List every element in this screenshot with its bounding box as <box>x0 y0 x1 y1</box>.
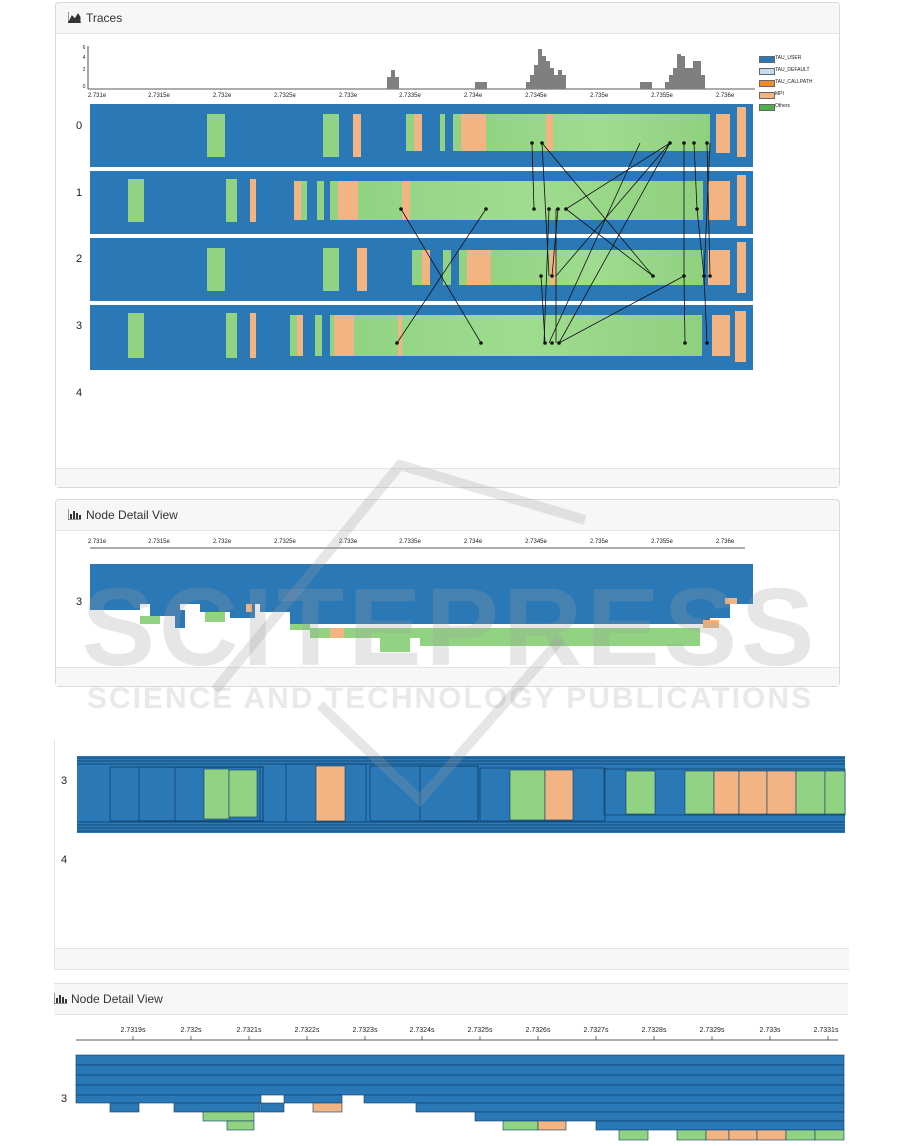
axis-tick: 2.736e <box>715 539 735 545</box>
hist-ytick-2: 2 <box>82 67 86 73</box>
axis-tick: 2.7331s <box>813 1027 839 1034</box>
node-detail-title: Node Detail View <box>86 508 178 522</box>
row-label-1: 1 <box>76 187 83 199</box>
row-label-2: 2 <box>76 253 83 265</box>
axis-tick: 2.7321s <box>236 1027 262 1034</box>
bar-chart-icon <box>54 993 67 1004</box>
axis-tick: 2.7325e <box>274 539 296 545</box>
axis-tick: 2.732e <box>212 539 232 545</box>
axis-tick: 2.731e <box>87 539 107 545</box>
trace-lane-2[interactable] <box>90 238 753 301</box>
legend-label: TAU_USER <box>775 55 802 61</box>
area-chart-icon <box>68 12 81 23</box>
axis-tick: 2.7319s <box>120 1027 146 1034</box>
axis-tick: 2.7315e <box>148 93 170 99</box>
hist-ytick-6: 6 <box>82 45 86 51</box>
axis-tick: 2.7355e <box>651 539 673 545</box>
histogram-bars <box>387 49 705 89</box>
zoomed-row-label-4: 4 <box>61 854 68 866</box>
axis-tick: 2.7322s <box>294 1027 320 1034</box>
axis-tick: 2.735e <box>589 93 609 99</box>
axis-tick: 2.7325e <box>274 93 296 99</box>
zoomed-node-detail-header: Node Detail View <box>54 983 848 1015</box>
zoomed-node-detail-title: Node Detail View <box>71 992 163 1006</box>
legend-label: TAU_CALLPATH <box>775 79 813 85</box>
axis-tick: 2.7345e <box>525 93 547 99</box>
zoomed-traces-panel <box>54 740 849 970</box>
axis-tick: 2.7345e <box>525 539 547 545</box>
axis-tick: 2.7323s <box>352 1027 378 1034</box>
axis-tick: 2.735e <box>589 539 609 545</box>
traces-panel-footer <box>56 468 839 487</box>
axis-tick: 2.7315e <box>148 539 170 545</box>
axis-tick: 2.7335e <box>399 539 421 545</box>
axis-tick: 2.7328s <box>641 1027 667 1034</box>
zoomed-traces-footer <box>55 948 849 970</box>
legend-label: MPI <box>775 91 784 97</box>
row-label-0: 0 <box>76 120 83 132</box>
node-detail-footer <box>56 667 839 686</box>
axis-tick: 2.7326s <box>525 1027 551 1034</box>
trace-lane-1[interactable] <box>90 171 753 234</box>
axis-tick: 2.733e <box>338 539 358 545</box>
axis-tick: 2.732s <box>180 1027 202 1034</box>
axis-tick: 2.7325s <box>467 1027 493 1034</box>
legend-label: TAU_DEFAULT <box>775 67 810 73</box>
zoomed-row-label-3: 3 <box>61 775 68 787</box>
legend-swatch <box>759 80 775 87</box>
axis-tick: 2.7329s <box>699 1027 725 1034</box>
communication-lines <box>395 141 712 345</box>
bar-chart-icon <box>68 509 81 520</box>
axis-tick: 2.733s <box>759 1027 781 1034</box>
axis-tick: 2.7355e <box>651 93 673 99</box>
trace-lane-0[interactable] <box>90 104 753 167</box>
axis-tick: 2.733e <box>338 93 358 99</box>
node-detail-row-label: 3 <box>76 596 83 608</box>
axis-tick: 2.732e <box>212 93 232 99</box>
legend-swatch <box>759 104 775 111</box>
trace-lane-3[interactable] <box>90 305 753 370</box>
zoomed-node-row-label: 3 <box>61 1093 68 1105</box>
traces-panel-header: Traces <box>56 3 839 34</box>
axis-tick: 2.7324s <box>409 1027 435 1034</box>
node-detail-stack[interactable] <box>0 0 901 700</box>
legend-swatch <box>759 56 775 63</box>
hist-ytick-0: 0 <box>82 84 86 90</box>
row-label-3: 3 <box>76 320 83 332</box>
histogram <box>87 46 755 90</box>
hist-ytick-4: 4 <box>82 55 86 61</box>
zoomed-node-detail-panel: Node Detail View <box>54 983 848 1146</box>
axis-tick: 2.7335e <box>399 93 421 99</box>
node-detail-header: Node Detail View <box>56 500 839 531</box>
axis-tick: 2.734e <box>463 93 483 99</box>
axis-tick: 2.7327s <box>583 1027 609 1034</box>
legend-label: Others <box>775 103 791 109</box>
axis-tick: 2.731e <box>87 93 107 99</box>
axis-tick: 2.736e <box>715 93 735 99</box>
legend-swatch <box>759 92 775 99</box>
node-detail-axis-line <box>90 547 745 549</box>
legend-swatch <box>759 68 775 75</box>
traces-title: Traces <box>86 11 123 25</box>
axis-tick: 2.734e <box>463 539 483 545</box>
row-label-4: 4 <box>76 387 83 399</box>
